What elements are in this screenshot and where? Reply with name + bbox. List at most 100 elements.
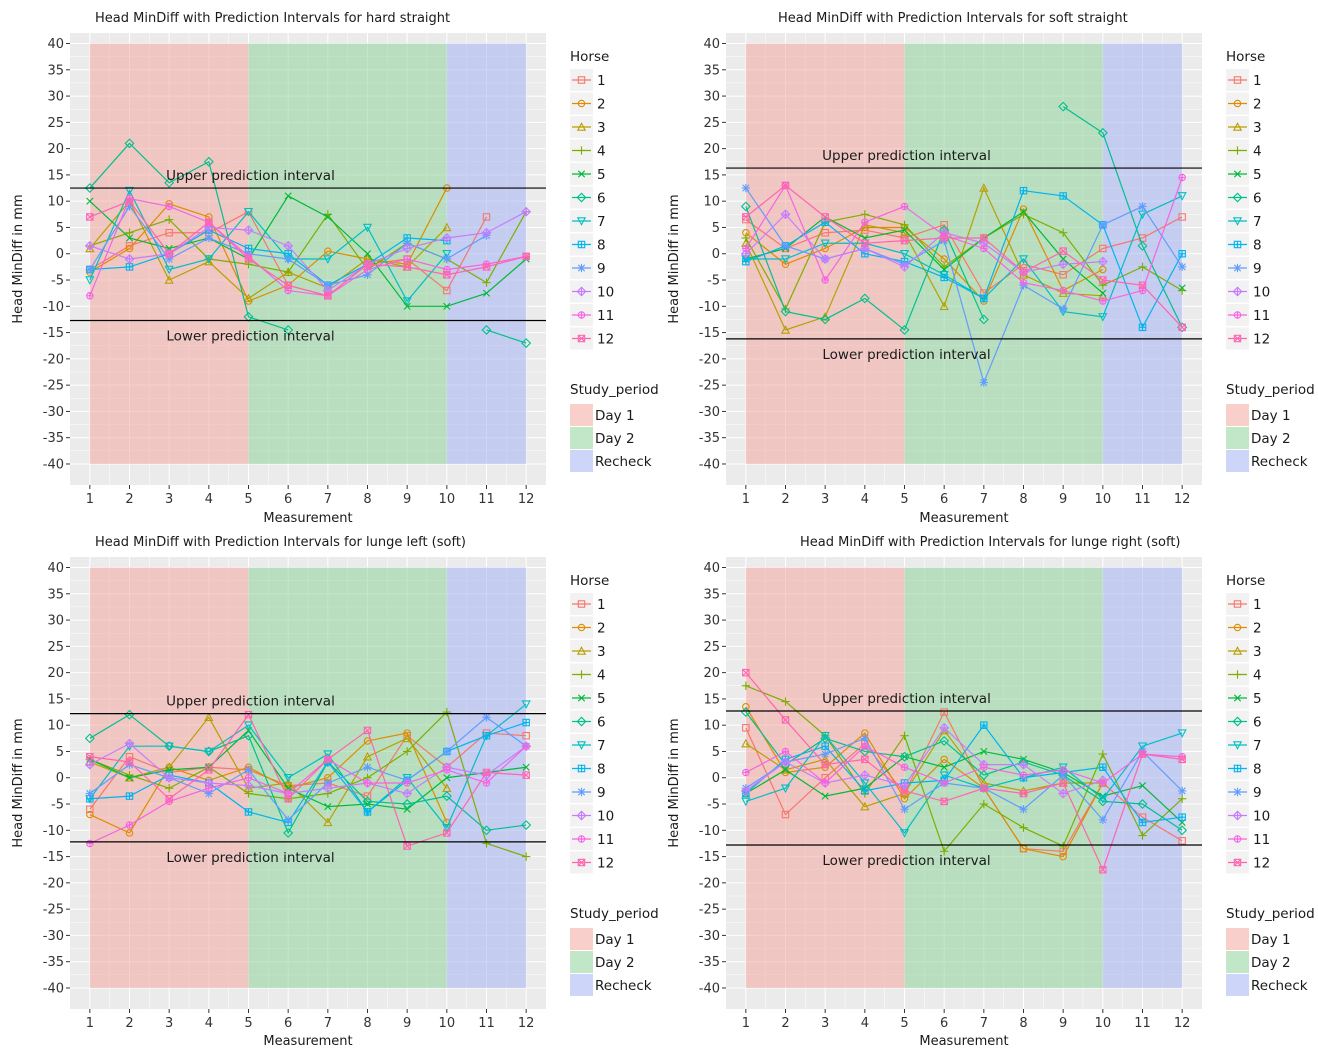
data-point-horse-7-triangle-down xyxy=(1177,729,1187,738)
data-point-horse-3 xyxy=(442,222,452,232)
data-point-horse-3 xyxy=(780,764,791,774)
legend-item-horse-4: 4 xyxy=(570,663,606,686)
legend-label-horse: 12 xyxy=(1253,332,1270,348)
data-point-horse-8 xyxy=(861,787,869,795)
legend-key-fill xyxy=(570,427,593,449)
legend-key-marker xyxy=(1232,217,1243,226)
legend-key-marker xyxy=(576,646,587,655)
data-point-horse-7 xyxy=(939,771,949,780)
legend-label-horse: 10 xyxy=(1253,809,1270,825)
data-point-horse-9-stroke xyxy=(742,184,750,192)
data-point-horse-12 xyxy=(1019,789,1028,798)
legend-key-marker xyxy=(576,217,587,226)
data-point-horse-12 xyxy=(1059,779,1067,787)
data-point-horse-11 xyxy=(900,202,909,211)
legend-key-marker xyxy=(577,835,586,843)
data-point-horse-12 xyxy=(86,213,94,221)
data-point-horse-8 xyxy=(1019,186,1028,195)
data-point-horse-2 xyxy=(324,247,332,255)
data-point-horse-7-triangle-down xyxy=(820,731,830,741)
data-point-horse-11 xyxy=(86,292,94,300)
data-point-horse-3-triangle xyxy=(442,222,452,232)
legend-label-horse: 6 xyxy=(1253,191,1262,207)
legend-key-marker-diamond xyxy=(576,192,587,203)
series-line-horse-6 xyxy=(1062,106,1183,328)
data-point-horse-12-square xyxy=(86,752,94,761)
series-line-horse-7 xyxy=(89,703,527,829)
data-point-horse-1-square xyxy=(821,228,829,237)
legend-key-marker-triangle-down xyxy=(576,741,587,750)
data-point-horse-1-square xyxy=(742,724,750,732)
legend-label-horse: 1 xyxy=(597,597,606,613)
data-point-horse-12-stroke xyxy=(324,755,332,763)
legend-title-horse: Horse xyxy=(1226,49,1265,65)
data-point-horse-7-triangle-down xyxy=(899,249,910,259)
legend-key-marker-stroke xyxy=(1233,334,1242,343)
data-point-horse-1 xyxy=(821,228,829,237)
data-point-horse-7-triangle-down xyxy=(939,271,949,280)
legend-key-marker-square xyxy=(1233,334,1242,343)
x-axis: 1 2 3 4 5 6 7 8 9 10 11 12 xyxy=(86,485,534,507)
legend-label-horse: 2 xyxy=(597,97,606,113)
y-tick-label: 25 xyxy=(703,116,720,131)
legend-label-horse: 7 xyxy=(1253,214,1262,230)
data-point-horse-5-stroke xyxy=(1099,289,1107,297)
data-point-horse-6 xyxy=(164,177,175,188)
data-point-horse-3-triangle xyxy=(860,801,870,811)
data-point-horse-12-square xyxy=(165,249,173,258)
data-point-horse-7-triangle-down xyxy=(899,829,910,838)
x-tick-label: 2 xyxy=(125,1016,133,1031)
legend-key-marker-circle xyxy=(577,623,586,632)
legend-key-marker-square xyxy=(577,858,586,867)
legend-item-horse-9: 9 xyxy=(570,257,606,279)
y-tick-label: 30 xyxy=(47,90,64,105)
legend-key-marker xyxy=(1233,334,1242,343)
y-tick-label: -5 xyxy=(51,274,64,289)
period-band-day-2 xyxy=(248,43,447,464)
series-line-horse-4 xyxy=(745,213,1183,311)
data-point-horse-2-circle xyxy=(940,755,948,764)
data-point-horse-12-square xyxy=(861,239,869,247)
data-point-horse-12-square xyxy=(403,263,411,271)
data-point-horse-1 xyxy=(363,792,372,800)
data-point-horse-3-triangle xyxy=(204,712,214,722)
data-point-horse-5 xyxy=(940,763,948,771)
x-tick-label: 8 xyxy=(1019,492,1027,507)
y-tick-label: 5 xyxy=(712,745,720,760)
data-point-horse-12-stroke xyxy=(443,271,451,279)
data-point-horse-12 xyxy=(821,760,829,769)
data-point-horse-2 xyxy=(403,729,411,737)
data-point-horse-3-triangle xyxy=(283,778,293,787)
data-point-horse-5 xyxy=(324,213,332,221)
data-point-horse-6-diamond xyxy=(203,156,214,167)
chart-panel-3: Head MinDiff with Prediction Intervals f… xyxy=(11,535,659,1048)
x-tick-label: 6 xyxy=(940,1016,948,1031)
legend-item-horse-8: 8 xyxy=(570,233,606,256)
data-point-horse-12 xyxy=(522,771,530,779)
data-point-horse-8 xyxy=(1059,192,1067,200)
y-tick-label: 30 xyxy=(47,614,64,629)
data-point-horse-5 xyxy=(1019,208,1028,216)
data-point-horse-5-stroke xyxy=(403,302,411,310)
legend-label-horse: 4 xyxy=(597,144,606,160)
legend-key-marker-square xyxy=(577,76,586,84)
data-point-horse-6 xyxy=(441,791,452,802)
data-point-horse-4 xyxy=(900,220,909,230)
data-point-horse-8 xyxy=(980,721,988,729)
legend-label-horse: 1 xyxy=(597,73,606,89)
data-point-horse-7 xyxy=(323,255,333,264)
data-point-horse-12-stroke xyxy=(244,711,253,719)
data-point-horse-7 xyxy=(204,747,214,757)
legend-key-marker xyxy=(1232,646,1243,655)
data-point-horse-9-stroke xyxy=(284,816,292,824)
legend-key-fill xyxy=(570,974,593,996)
data-point-horse-2 xyxy=(1059,852,1067,861)
data-point-horse-9-stroke xyxy=(244,766,253,774)
x-tick-label: 2 xyxy=(781,1016,789,1031)
legend-label-horse: 12 xyxy=(1253,856,1270,872)
legend-key-fill xyxy=(1226,404,1249,426)
series-horse-12 xyxy=(86,197,530,300)
data-point-horse-7 xyxy=(1018,255,1029,264)
data-point-horse-12-stroke xyxy=(482,263,491,271)
data-point-horse-11 xyxy=(86,839,94,848)
